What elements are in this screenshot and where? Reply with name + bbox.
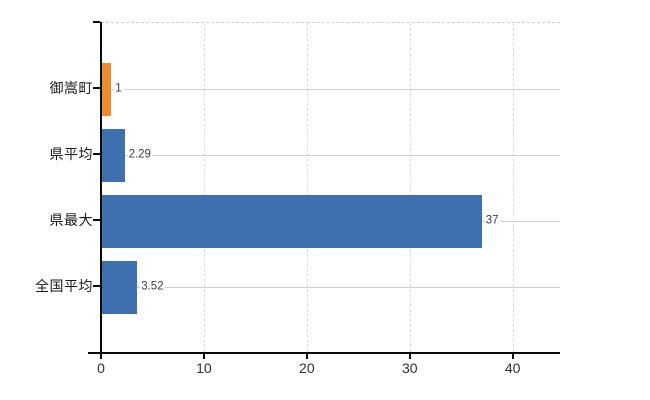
bar-1: [101, 128, 125, 182]
value-label: 3.52: [140, 280, 165, 293]
x-tick-label: 40: [504, 360, 521, 376]
value-label: 1: [114, 82, 123, 95]
gridline-horizontal: [101, 89, 560, 90]
x-axis-tick: [100, 353, 102, 359]
x-tick-label: 30: [401, 360, 418, 376]
gridline-vertical: [306, 23, 308, 352]
y-axis-line: [99, 22, 102, 353]
x-axis-tick: [511, 353, 514, 359]
x-axis-tick: [202, 353, 205, 359]
y-axis-end-tick: [93, 21, 100, 23]
value-label: 37: [484, 214, 500, 227]
plot-area: 1 2.29 37 3.52: [101, 22, 560, 352]
y-axis-tick: [93, 219, 100, 221]
category-label: 御嵩町: [49, 80, 93, 96]
gridline-vertical: [512, 23, 514, 352]
category-label: 全国平均: [35, 278, 93, 294]
x-tick-label: 20: [299, 360, 315, 376]
x-tick-label: 0: [97, 360, 105, 376]
y-axis-tick: [93, 285, 100, 287]
bar-0: [101, 62, 112, 116]
category-label: 県最大: [49, 212, 93, 228]
value-label: 2.29: [127, 148, 152, 161]
x-axis-tick: [305, 353, 308, 359]
category-label: 県平均: [49, 146, 93, 162]
y-axis-tick: [93, 87, 100, 89]
gridline-horizontal: [101, 155, 560, 156]
gridline-vertical: [203, 23, 205, 352]
bar-2: [101, 194, 482, 248]
bar-3: [101, 260, 138, 314]
y-axis-tick: [93, 153, 100, 155]
gridline-vertical: [409, 23, 411, 352]
x-axis-tick: [408, 353, 411, 359]
x-axis-line: [88, 352, 560, 354]
gridline-horizontal: [101, 287, 560, 288]
x-tick-label: 10: [196, 360, 212, 376]
